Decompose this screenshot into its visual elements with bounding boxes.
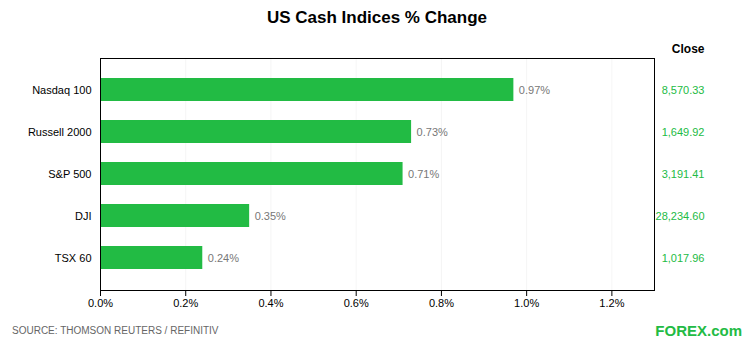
svg-text:1.2%: 1.2% xyxy=(599,297,624,309)
svg-text:1.0%: 1.0% xyxy=(514,297,539,309)
svg-text:0.71%: 0.71% xyxy=(408,168,439,180)
svg-text:1,017.96: 1,017.96 xyxy=(662,252,705,264)
svg-text:0.24%: 0.24% xyxy=(208,252,239,264)
svg-text:Nasdaq 100: Nasdaq 100 xyxy=(32,84,91,96)
html-text:US Cash Indices % Change: US Cash Indices % Change xyxy=(266,8,488,27)
svg-text:3,191.41: 3,191.41 xyxy=(662,168,705,180)
svg-text:S&P 500: S&P 500 xyxy=(48,168,91,180)
html-text:FOREX.com: FOREX.com xyxy=(655,322,742,339)
svg-text:0.0%: 0.0% xyxy=(88,297,113,309)
svg-text:0.4%: 0.4% xyxy=(258,297,283,309)
svg-text:8,570.33: 8,570.33 xyxy=(662,84,705,96)
svg-text:0.6%: 0.6% xyxy=(344,297,369,309)
svg-text:Close: Close xyxy=(672,42,705,56)
svg-text:DJI: DJI xyxy=(75,210,92,222)
svg-text:Russell 2000: Russell 2000 xyxy=(28,126,92,138)
svg-text:0.35%: 0.35% xyxy=(255,210,286,222)
svg-text:28,234.60: 28,234.60 xyxy=(656,210,705,222)
svg-text:1,649.92: 1,649.92 xyxy=(662,126,705,138)
svg-text:TSX 60: TSX 60 xyxy=(55,252,92,264)
svg-text:0.8%: 0.8% xyxy=(429,297,454,309)
svg-text:0.2%: 0.2% xyxy=(173,297,198,309)
html-text:SOURCE: THOMSON REUTERS / REFI: SOURCE: THOMSON REUTERS / REFINITIV xyxy=(12,325,219,336)
svg-text:0.73%: 0.73% xyxy=(417,126,448,138)
svg-text:0.97%: 0.97% xyxy=(519,84,550,96)
